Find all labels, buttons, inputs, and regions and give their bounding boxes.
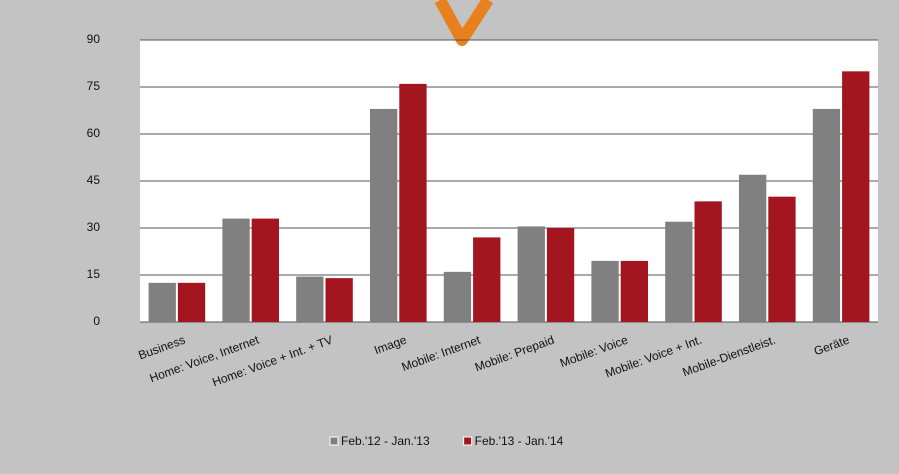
y-tick-label: 0 [93, 314, 100, 328]
bar [325, 278, 353, 322]
y-tick-label: 75 [87, 79, 101, 93]
bar [473, 237, 501, 322]
bar [591, 260, 619, 322]
legend-swatch [329, 436, 339, 446]
bar [768, 196, 796, 322]
y-tick-label: 45 [87, 173, 101, 187]
bar [296, 276, 324, 322]
legend-label: Feb.'12 - Jan.'13 [341, 434, 430, 448]
bar [251, 218, 280, 322]
bar [177, 282, 206, 322]
bar [222, 218, 250, 322]
y-tick-label: 60 [87, 126, 101, 140]
bar [399, 83, 427, 322]
bar [369, 108, 398, 322]
bar [517, 226, 545, 322]
legend-label: Feb.'13 - Jan.'14 [475, 434, 564, 448]
bar [665, 221, 693, 322]
y-tick-label: 15 [87, 267, 101, 281]
bar [620, 260, 649, 322]
bar [443, 271, 472, 322]
bar [694, 201, 722, 322]
bar [812, 108, 841, 322]
bar [842, 71, 870, 322]
bar [546, 228, 575, 322]
legend-swatch [463, 436, 473, 446]
bar [148, 282, 176, 322]
y-tick-label: 30 [87, 220, 101, 234]
bar [738, 174, 767, 322]
y-tick-label: 90 [87, 32, 101, 46]
